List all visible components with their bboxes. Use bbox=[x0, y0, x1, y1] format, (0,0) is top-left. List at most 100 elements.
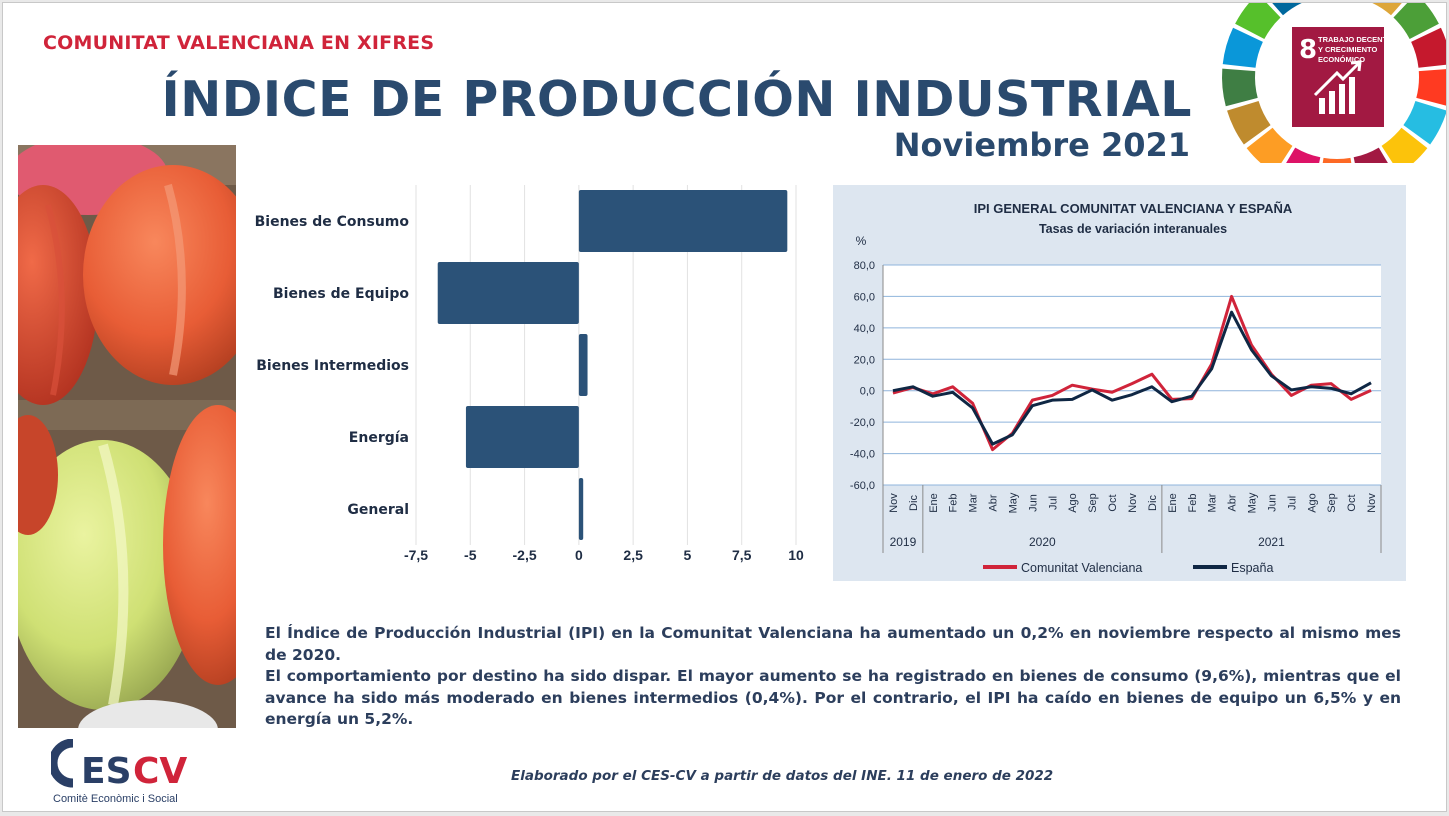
x-tick-label: 5 bbox=[684, 547, 692, 563]
y-tick-label: -20,0 bbox=[850, 417, 875, 429]
sdg-wheel-segment bbox=[1235, 3, 1281, 39]
bar bbox=[578, 334, 588, 396]
sdg-wheel-segment bbox=[1372, 3, 1402, 16]
legend-label: España bbox=[1231, 561, 1273, 575]
legend-label: Comunitat Valenciana bbox=[1021, 561, 1142, 575]
sdg-wheel-segment bbox=[1416, 69, 1446, 106]
x-tick-label: Ene bbox=[928, 493, 940, 513]
page-subtitle: Noviembre 2021 bbox=[893, 126, 1190, 164]
x-tick-label: 10 bbox=[788, 547, 804, 563]
sdg-badge-square bbox=[1292, 27, 1384, 127]
y-tick-label: 20,0 bbox=[854, 354, 875, 366]
series-line bbox=[892, 294, 1372, 452]
sdg-line3: ECONÓMICO bbox=[1318, 55, 1365, 64]
x-tick-label: Ene bbox=[1167, 493, 1179, 513]
bar bbox=[578, 478, 584, 540]
bar bbox=[465, 406, 579, 468]
bar bbox=[437, 262, 579, 324]
sdg-wheel-segment bbox=[1222, 27, 1263, 68]
line-chart-ipi: IPI GENERAL COMUNITAT VALENCIANA Y ESPAÑ… bbox=[850, 201, 1382, 575]
sdg-wheel-segment bbox=[1322, 157, 1352, 163]
sdg-wheel-segment bbox=[1381, 127, 1428, 163]
x-tick-label: Jul bbox=[1047, 496, 1059, 510]
summary-text: El Índice de Producción Industrial (IPI)… bbox=[265, 623, 1401, 731]
x-tick-label: Nov bbox=[1127, 493, 1139, 513]
logo-tagline: Comitè Econòmic i Social bbox=[53, 793, 178, 805]
x-tick-label: Nov bbox=[1366, 493, 1378, 513]
bar-chart-by-destination: -7,5 -5 -2,5 0 2,5 5 7,5 10 Bienes de Consumo Bie… bbox=[255, 185, 804, 563]
category-label: Bienes de Equipo bbox=[273, 286, 409, 302]
summary-paragraph-1: El Índice de Producción Industrial (IPI)… bbox=[265, 624, 1401, 664]
x-tick-label: Abr bbox=[1227, 494, 1239, 511]
x-tick-label: Jul bbox=[1286, 496, 1298, 510]
x-tick-label: -7,5 bbox=[404, 547, 428, 563]
sdg-wheel-segment bbox=[1286, 147, 1321, 163]
x-tick-label: 2,5 bbox=[623, 547, 643, 563]
category-label: Energía bbox=[349, 430, 409, 446]
hard-hats-photo bbox=[18, 145, 236, 728]
x-tick-label: Mar bbox=[968, 493, 980, 512]
y-tick-label: 80,0 bbox=[854, 260, 875, 272]
logo-es: ES bbox=[81, 751, 132, 792]
y-tick-label: 60,0 bbox=[854, 291, 875, 303]
sdg-line1: TRABAJO DECENTE bbox=[1318, 35, 1392, 44]
sdg-wheel-segment bbox=[1272, 3, 1302, 16]
year-label: 2019 bbox=[890, 535, 917, 549]
series-line bbox=[892, 310, 1372, 446]
sdg-goal-8-badge: 8 TRABAJO DECENTE Y CRECIMIENTO ECONÓMIC… bbox=[1222, 3, 1446, 163]
sdg-wheel-segment bbox=[1246, 127, 1293, 163]
category-label: Bienes de Consumo bbox=[255, 214, 410, 230]
x-tick-label: Oct bbox=[1346, 494, 1358, 511]
line-chart-panel: IPI GENERAL COMUNITAT VALENCIANA Y ESPAÑ… bbox=[833, 185, 1406, 581]
x-tick-label: Mar bbox=[1207, 493, 1219, 512]
x-tick-label: Nov bbox=[888, 493, 900, 513]
line-chart-subtitle: Tasas de variación interanuales bbox=[1039, 222, 1227, 236]
year-label: 2021 bbox=[1258, 535, 1285, 549]
cescv-logo: ES CV Comitè Econòmic i Social bbox=[51, 739, 187, 805]
x-tick-label: Ago bbox=[1306, 493, 1318, 513]
source-footer: Elaborado por el CES-CV a partir de dato… bbox=[511, 768, 1054, 784]
sdg-wheel-segment bbox=[1403, 101, 1446, 145]
x-tick-label: 0 bbox=[575, 547, 583, 563]
x-tick-label: Feb bbox=[948, 494, 960, 513]
sdg-wheel-segment bbox=[1222, 68, 1258, 107]
y-tick-label: -40,0 bbox=[850, 449, 875, 461]
growth-chart-icon bbox=[1313, 60, 1362, 114]
year-label: 2020 bbox=[1029, 535, 1056, 549]
sdg-wheel-segment bbox=[1227, 101, 1271, 145]
sdg-wheel-icon bbox=[1222, 3, 1446, 163]
y-tick-label: 0,0 bbox=[860, 386, 875, 398]
summary-paragraph-2: El comportamiento por destino ha sido di… bbox=[265, 667, 1401, 729]
x-tick-label: Oct bbox=[1107, 494, 1119, 511]
sdg-wheel-segment bbox=[1353, 147, 1388, 163]
x-tick-label: -5 bbox=[464, 547, 477, 563]
y-tick-label: -60,0 bbox=[850, 480, 875, 492]
category-label: Bienes Intermedios bbox=[256, 358, 409, 374]
x-tick-label: -2,5 bbox=[513, 547, 537, 563]
section-kicker: COMUNITAT VALENCIANA EN XIFRES bbox=[43, 32, 435, 54]
x-tick-label: May bbox=[1247, 492, 1259, 513]
x-tick-label: Dic bbox=[1147, 495, 1159, 511]
x-tick-label: Sep bbox=[1087, 493, 1099, 513]
sdg-line2: Y CRECIMIENTO bbox=[1318, 45, 1377, 54]
y-tick-label: 40,0 bbox=[854, 323, 875, 335]
logo-c-arc bbox=[51, 739, 74, 788]
category-label: General bbox=[347, 502, 409, 518]
x-tick-label: Feb bbox=[1187, 494, 1199, 513]
bar bbox=[578, 190, 788, 252]
x-tick-label: May bbox=[1007, 492, 1019, 513]
plot-area bbox=[883, 265, 1381, 485]
x-tick-label: Ago bbox=[1067, 493, 1079, 513]
x-tick-label: Dic bbox=[908, 495, 920, 511]
x-tick-label: Jun bbox=[1266, 494, 1278, 512]
sdg-wheel-segment bbox=[1393, 3, 1439, 39]
x-tick-label: Abr bbox=[988, 494, 1000, 511]
line-chart-title: IPI GENERAL COMUNITAT VALENCIANA Y ESPAÑ… bbox=[974, 201, 1293, 216]
x-tick-label: Sep bbox=[1326, 493, 1338, 513]
y-axis-unit: % bbox=[856, 234, 867, 248]
page-title: ÍNDICE DE PRODUCCIÓN INDUSTRIAL bbox=[161, 71, 1192, 128]
x-tick-label: 7,5 bbox=[732, 547, 752, 563]
sdg-wheel-segment bbox=[1411, 27, 1446, 68]
sdg-number: 8 bbox=[1299, 35, 1317, 65]
